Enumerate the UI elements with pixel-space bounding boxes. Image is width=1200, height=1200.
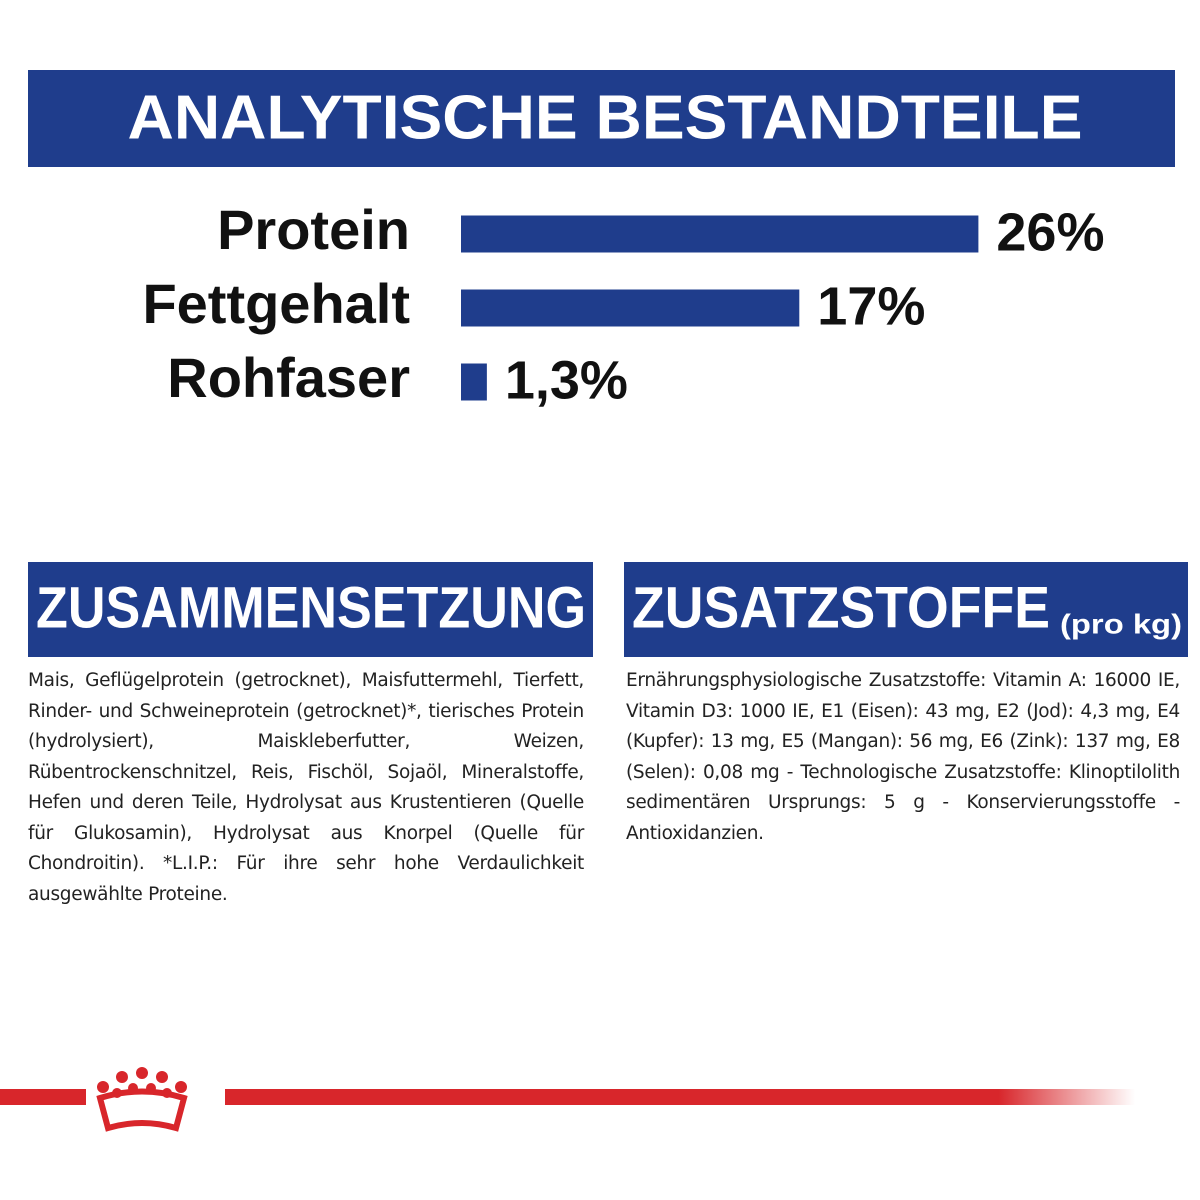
composition-text: Mais, Geflügelprotein (getrocknet), Mais… <box>28 670 584 905</box>
bar <box>461 289 800 327</box>
category-label: Protein <box>217 198 410 261</box>
footer-line <box>225 1089 1135 1105</box>
category-label: Rohfaser <box>167 346 410 409</box>
title-banner <box>28 70 1175 167</box>
title: ANALYTISCHE BESTANDTEILE <box>128 83 1083 152</box>
bar <box>461 215 979 253</box>
value-label: 26% <box>996 202 1104 262</box>
additives-text: Ernährungsphysiologische Zusatzstoffe: V… <box>626 670 1180 844</box>
section-banner <box>28 562 593 657</box>
value-label: 17% <box>817 276 925 336</box>
section-title: ZUSAMMENSETZUNG <box>36 575 586 640</box>
section-banner <box>624 562 1188 657</box>
bar <box>461 363 487 401</box>
category-label: Fettgehalt <box>142 272 410 335</box>
section-title: ZUSATZSTOFFE <box>632 575 1050 640</box>
crown-logo <box>96 1067 188 1132</box>
footer <box>0 1067 1135 1132</box>
section-unit: (pro kg) <box>1060 608 1182 639</box>
value-label: 1,3% <box>505 350 628 410</box>
footer-line <box>0 1089 86 1105</box>
